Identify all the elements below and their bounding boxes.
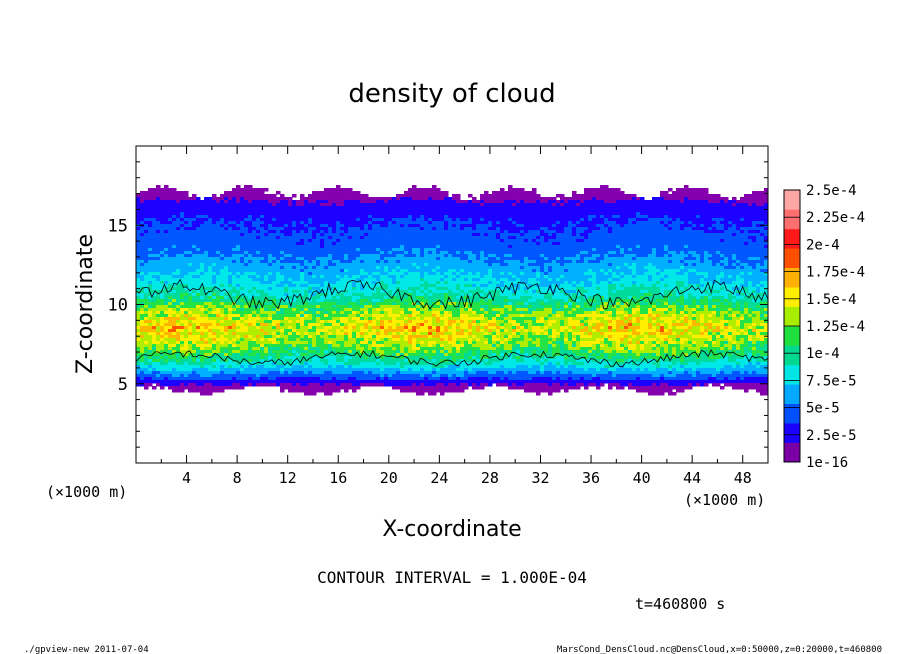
chart-title: density of cloud <box>348 79 555 109</box>
